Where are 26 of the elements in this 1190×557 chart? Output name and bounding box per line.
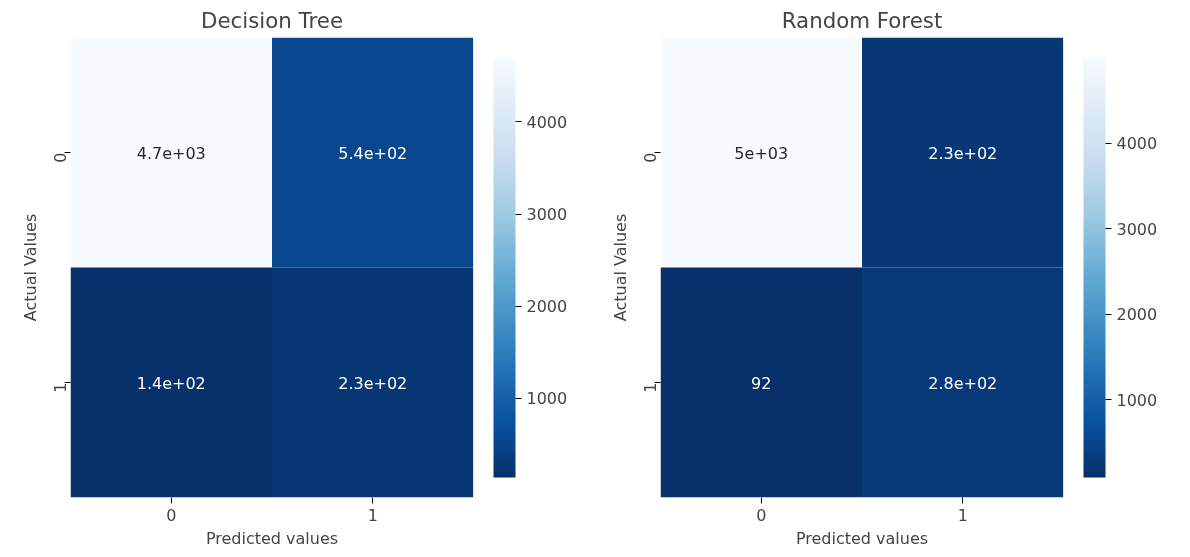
x-axis-title: Predicted values <box>795 528 929 548</box>
color-bar-label: 4000 <box>526 112 568 132</box>
y-axis-title: Actual Values <box>610 213 630 322</box>
x-tick-label: 0 <box>166 505 177 525</box>
color-bar-label: 1000 <box>1116 390 1158 410</box>
data-label: 1.4e+02 <box>136 373 206 393</box>
data-label: 4.7e+03 <box>136 143 206 163</box>
data-label: 2.3e+02 <box>338 373 408 393</box>
color-bar-label: 3000 <box>1116 219 1158 239</box>
color-bar-label: 2000 <box>526 297 568 317</box>
color-bar-label: 2000 <box>1116 305 1158 325</box>
x-axis-title: Predicted values <box>205 528 339 548</box>
data-label: 5.4e+02 <box>338 143 408 163</box>
data-label: 2.8e+02 <box>928 373 998 393</box>
data-label: 5e+03 <box>734 143 789 163</box>
x-tick-label: 1 <box>367 505 378 525</box>
y-axis-title: Actual Values <box>20 213 40 322</box>
x-tick-label: 0 <box>756 505 767 525</box>
color-bar-label: 3000 <box>526 205 568 225</box>
data-label: 2.3e+02 <box>928 143 998 163</box>
chart-title: Decision Tree <box>200 7 344 33</box>
x-tick-label: 1 <box>957 505 968 525</box>
data-label: 92 <box>751 373 772 393</box>
color-bar-label: 1000 <box>526 389 568 409</box>
chart-title: Random Forest <box>781 7 943 33</box>
color-bar-label: 4000 <box>1116 134 1158 154</box>
